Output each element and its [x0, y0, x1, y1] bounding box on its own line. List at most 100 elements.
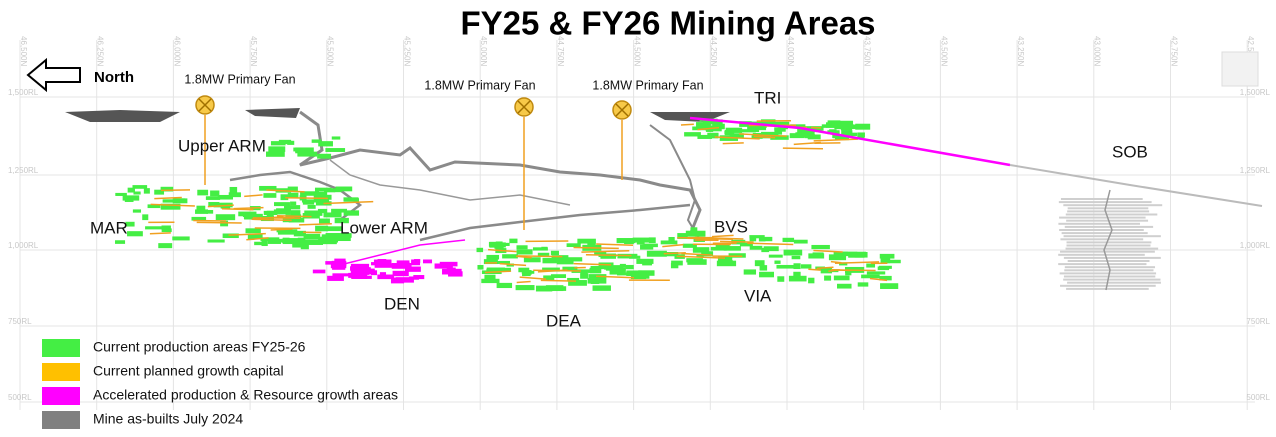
development — [723, 143, 744, 144]
stope — [517, 249, 533, 254]
stope — [774, 261, 780, 264]
rl-label: 1,500RL — [8, 88, 39, 97]
portal — [65, 110, 180, 122]
development — [831, 262, 842, 263]
stope — [671, 263, 678, 268]
easting-label: 45,500N — [326, 36, 335, 66]
area-label: MAR — [90, 218, 128, 237]
area-label: SOB — [1112, 142, 1148, 161]
decline — [300, 112, 700, 235]
title: FY25 & FY26 Mining Areas — [460, 5, 875, 42]
stope — [834, 276, 850, 281]
stope — [335, 188, 342, 192]
area-label: TRI — [754, 88, 781, 107]
sob-level — [1066, 220, 1148, 222]
legend-label: Current planned growth capital — [93, 363, 284, 379]
stope — [489, 242, 501, 248]
area-label: BVS — [714, 217, 748, 236]
stope — [325, 148, 345, 152]
fan-label: 1.8MW Primary Fan — [424, 78, 535, 92]
stope — [516, 285, 535, 290]
sob-level — [1059, 217, 1145, 219]
stope — [867, 271, 885, 274]
easting-label: 43,250N — [1016, 36, 1025, 66]
stope — [293, 148, 300, 152]
stope — [360, 276, 372, 279]
stope — [644, 244, 658, 248]
stope — [380, 272, 386, 276]
legend: Current production areas FY25-26 Current… — [42, 339, 398, 429]
legend-label: Accelerated production & Resource growth… — [93, 387, 398, 403]
rl-label: 1,000RL — [1240, 241, 1271, 250]
development — [197, 222, 242, 223]
stope — [581, 270, 587, 276]
rl-label: 1,250RL — [1240, 166, 1271, 175]
sob-level — [1066, 288, 1149, 290]
stope — [774, 129, 782, 134]
development — [813, 251, 842, 252]
stope — [481, 279, 499, 283]
easting-label: 42,750N — [1169, 36, 1178, 66]
rl-label: 1,000RL — [8, 241, 39, 250]
development — [520, 277, 546, 279]
development — [518, 256, 563, 257]
stope — [841, 125, 852, 130]
stope — [323, 212, 341, 217]
sob-level — [1063, 279, 1160, 281]
stope — [811, 245, 829, 249]
development — [150, 233, 171, 234]
stope — [777, 276, 784, 282]
stope — [618, 268, 626, 273]
stope — [577, 239, 596, 244]
development — [234, 208, 264, 209]
stope — [880, 283, 898, 289]
development — [664, 253, 686, 254]
stope — [600, 254, 616, 259]
stope — [263, 193, 276, 198]
sob-level — [1068, 260, 1150, 262]
stope — [744, 269, 756, 274]
sob-level — [1060, 285, 1156, 287]
stope — [145, 226, 164, 229]
development — [747, 243, 793, 244]
development — [244, 195, 262, 197]
stope — [857, 132, 865, 137]
stope — [127, 231, 143, 236]
stope — [551, 251, 559, 255]
sob-level — [1064, 276, 1155, 278]
stope — [783, 238, 795, 242]
sob-level — [1063, 204, 1162, 206]
stope — [711, 247, 727, 251]
development — [541, 280, 576, 281]
area-label: DEA — [546, 311, 582, 330]
stope — [626, 265, 634, 269]
stope — [502, 254, 518, 258]
easting-label: 45,250N — [402, 36, 411, 66]
development — [808, 269, 821, 270]
stope — [414, 259, 420, 263]
stope — [327, 276, 344, 281]
easting-label: 43,500N — [939, 36, 948, 66]
stope — [266, 152, 285, 157]
development — [814, 139, 858, 141]
area-label: VIA — [744, 286, 772, 305]
sob-level — [1067, 241, 1152, 243]
rl-label: 500RL — [8, 393, 32, 402]
sob-level — [1068, 207, 1149, 209]
stope — [331, 237, 350, 241]
development — [517, 281, 531, 282]
stope — [423, 260, 432, 264]
stope — [518, 268, 529, 273]
stope — [880, 254, 895, 259]
stope — [808, 278, 814, 284]
sob-level — [1067, 210, 1149, 212]
area-label: Lower ARM — [340, 218, 428, 237]
stope — [344, 210, 359, 215]
stope — [322, 234, 333, 239]
legend-swatch — [42, 411, 80, 429]
stope — [593, 285, 611, 290]
stope — [546, 285, 563, 291]
development — [720, 241, 754, 242]
stope — [764, 246, 779, 251]
